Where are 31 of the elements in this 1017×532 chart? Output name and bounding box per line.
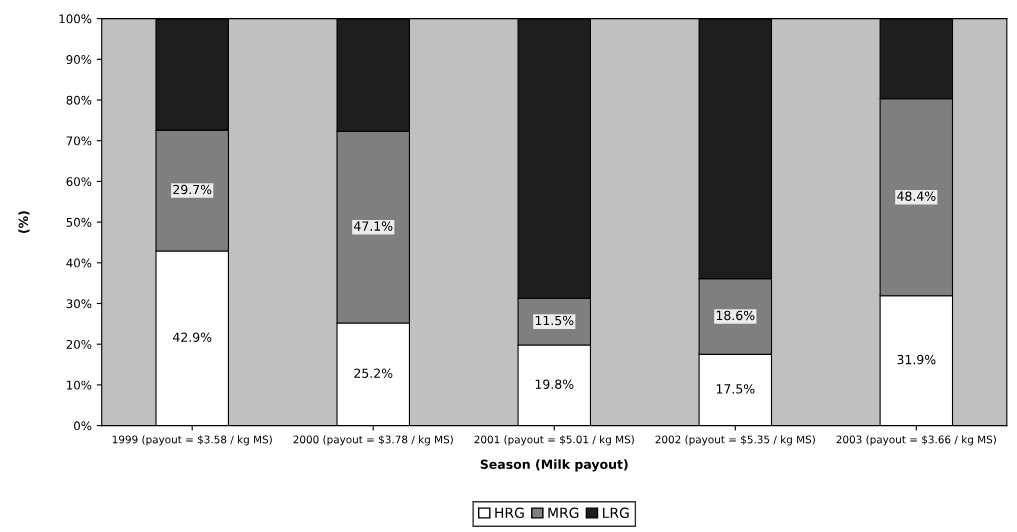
legend-label: LRG (603, 507, 629, 519)
legend-label: HRG (495, 507, 524, 519)
data-label: 11.5% (535, 315, 574, 326)
x-tick-label: 1999 (payout = $3.58 / kg MS) (112, 435, 272, 446)
y-tick-label: 50% (66, 217, 92, 227)
data-label: 19.8% (535, 379, 574, 389)
data-label: 17.5% (716, 384, 755, 394)
y-tick-label: 60% (66, 177, 92, 187)
data-label: 48.4% (897, 191, 936, 201)
y-tick-label: 90% (66, 55, 92, 64)
data-label: 29.7% (173, 184, 212, 195)
y-tick-label: 0% (74, 421, 92, 431)
y-tick-label: 40% (66, 258, 92, 268)
y-tick-label: 10% (67, 380, 92, 390)
y-tick-label: 30% (66, 299, 92, 309)
x-tick-label: 2002 (payout = $5.35 / kg MS) (655, 435, 815, 446)
legend-label: MRG (548, 507, 579, 519)
x-axis-title: Season (Milk payout) (480, 459, 628, 472)
y-tick-label: 20% (66, 339, 92, 349)
data-label: 25.2% (354, 368, 393, 378)
y-tick-label: 100% (59, 14, 92, 24)
data-label: 47.1% (354, 221, 393, 231)
x-tick-label: 2001 (payout = $5.01 / kg MS) (474, 435, 634, 446)
y-axis-title: (%) (18, 211, 30, 234)
data-label: 31.9% (897, 354, 936, 365)
y-tick-label: 80% (66, 95, 92, 105)
x-tick-label: 2000 (payout = $3.78 / kg MS) (293, 435, 453, 446)
y-tick-label: 70% (66, 136, 92, 146)
data-label: 42.9% (172, 332, 212, 342)
data-label: 18.6% (716, 310, 755, 321)
x-tick-label: 2003 (payout = $3.66 / kg MS) (836, 435, 996, 446)
